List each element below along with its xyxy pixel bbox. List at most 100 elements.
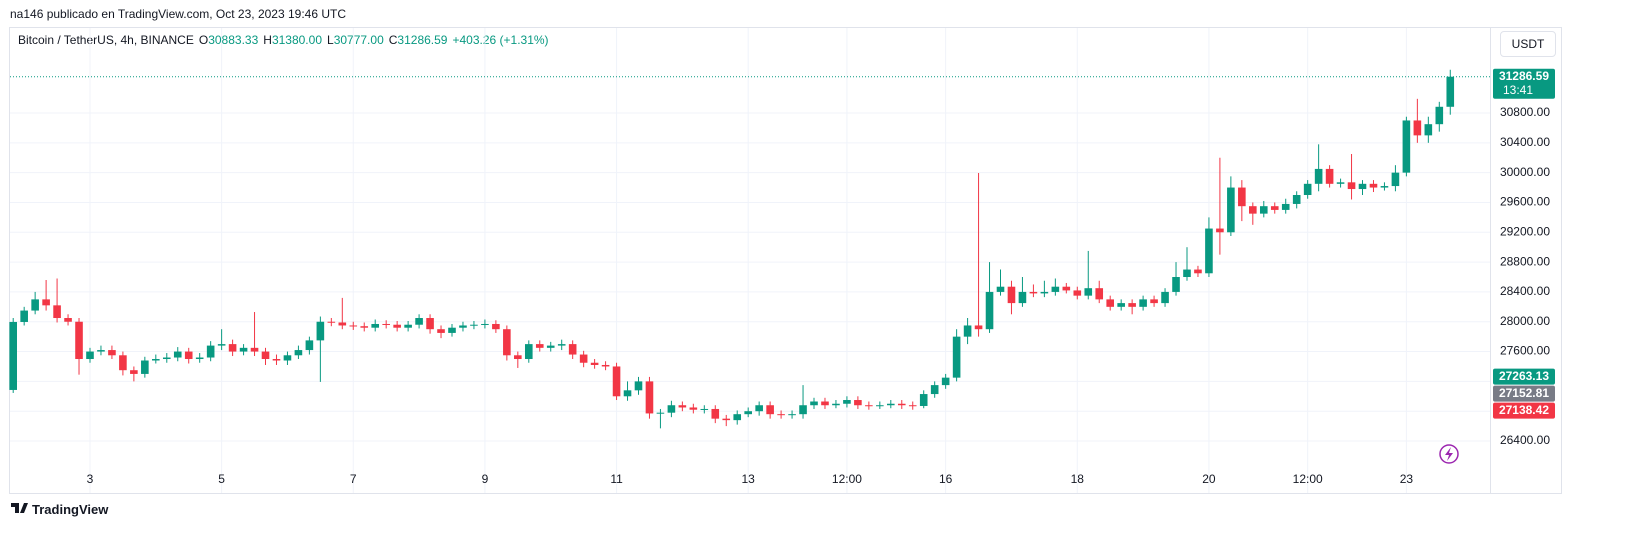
candle-body [75, 321, 83, 360]
candle-body [130, 370, 138, 374]
candle-body [360, 326, 369, 328]
candle-body [876, 405, 884, 407]
candle-body [1259, 206, 1268, 214]
candle-body [1314, 168, 1323, 184]
candle-body [1270, 206, 1279, 210]
candle-body [854, 400, 862, 406]
candle-body [733, 414, 742, 421]
y-tick-label: 26400.00 [1500, 433, 1550, 447]
candle-body [481, 323, 489, 325]
candle-body [930, 385, 939, 395]
candle-body [1029, 291, 1038, 294]
candle-body [601, 364, 610, 367]
legend-key: C [388, 33, 398, 47]
candle-body [382, 323, 390, 325]
price-label-box [1493, 402, 1555, 419]
candle-body [1369, 183, 1378, 188]
candle-body [31, 299, 39, 311]
chart-frame [9, 27, 1562, 494]
y-tick-label: 27600.00 [1500, 344, 1550, 358]
price-label-box [1493, 385, 1555, 402]
candle-body [1281, 203, 1290, 210]
candle-body [1402, 120, 1411, 173]
symbol: Bitcoin / TetherUS, 4h, BINANCE [18, 33, 194, 47]
y-tick-label: 30400.00 [1500, 135, 1550, 149]
candle-body [228, 344, 237, 352]
candle-body [503, 329, 511, 356]
candle-body [546, 345, 555, 348]
candle-body [1150, 299, 1158, 304]
candle-body [1183, 269, 1191, 278]
candle-body [119, 355, 127, 371]
y-tick-label: 30000.00 [1500, 165, 1550, 179]
candle-body [766, 405, 774, 415]
candle-body [865, 405, 873, 407]
brand: TradingView [32, 502, 109, 517]
candle-body [108, 350, 116, 356]
legend-key: L [327, 33, 334, 47]
x-tick-label: 3 [87, 472, 94, 486]
candle-body [1194, 269, 1202, 274]
candle-body [86, 351, 94, 360]
candle-body [294, 350, 303, 356]
x-tick-label: 23 [1400, 472, 1414, 486]
candle-body [1117, 303, 1125, 307]
candle-body [492, 323, 500, 330]
candle-body [184, 351, 193, 360]
x-tick-label: 18 [1071, 472, 1085, 486]
candle-body [700, 408, 709, 410]
candle-body [963, 325, 972, 337]
candle-body [744, 411, 752, 415]
price-label: 27138.42 [1499, 403, 1549, 417]
last-price-box [1493, 68, 1555, 99]
x-tick-label: 12:00 [832, 472, 862, 486]
candle-body [206, 345, 215, 358]
candle-body [272, 359, 281, 361]
candle-body [887, 403, 895, 406]
price-label: 27152.81 [1499, 386, 1549, 400]
candle-body [1128, 303, 1136, 307]
candle-body [996, 286, 1005, 292]
candle-body [152, 359, 160, 361]
candle-body [590, 362, 599, 365]
candle-body [821, 401, 829, 406]
candle-body [722, 418, 731, 421]
x-tick-label: 11 [610, 472, 623, 486]
alert-bolt [1445, 447, 1453, 461]
candle-body [678, 405, 687, 408]
candle-body [908, 405, 917, 407]
candle-body [437, 329, 445, 333]
legend: Bitcoin / TetherUS, 4h, BINANCE O 30883.3… [18, 33, 549, 47]
candle-body [524, 344, 533, 360]
candle-body [1040, 291, 1049, 294]
currency-button[interactable]: USDT [1500, 31, 1556, 57]
candle-body [1227, 187, 1235, 233]
published-line: na146 publicado en TradingView.com, Oct … [10, 7, 346, 21]
y-tick-label: 29200.00 [1500, 224, 1550, 238]
candle-body [1161, 291, 1169, 304]
x-tick-label: 9 [482, 472, 489, 486]
candle-body [9, 321, 17, 390]
candle-body [316, 321, 325, 341]
candle-body [755, 405, 763, 412]
candle-body [1073, 290, 1082, 296]
candle-body [1139, 299, 1147, 307]
candle-body [349, 325, 358, 327]
x-tick-label: 13 [742, 472, 756, 486]
candle-body [470, 324, 478, 326]
candle-body [448, 327, 456, 333]
candle-body [645, 381, 654, 414]
legend-value: 30883.33 [208, 33, 259, 47]
candle-body [634, 381, 643, 391]
legend-value: 30777.00 [333, 33, 384, 47]
price-label: 27263.13 [1499, 369, 1549, 383]
candle-body [1446, 76, 1455, 107]
candle-body [514, 355, 522, 360]
candle-body [283, 355, 292, 361]
candle-body [393, 324, 401, 328]
candle-body [612, 366, 621, 397]
candle-body [1347, 182, 1356, 190]
candle-body [1292, 195, 1301, 204]
